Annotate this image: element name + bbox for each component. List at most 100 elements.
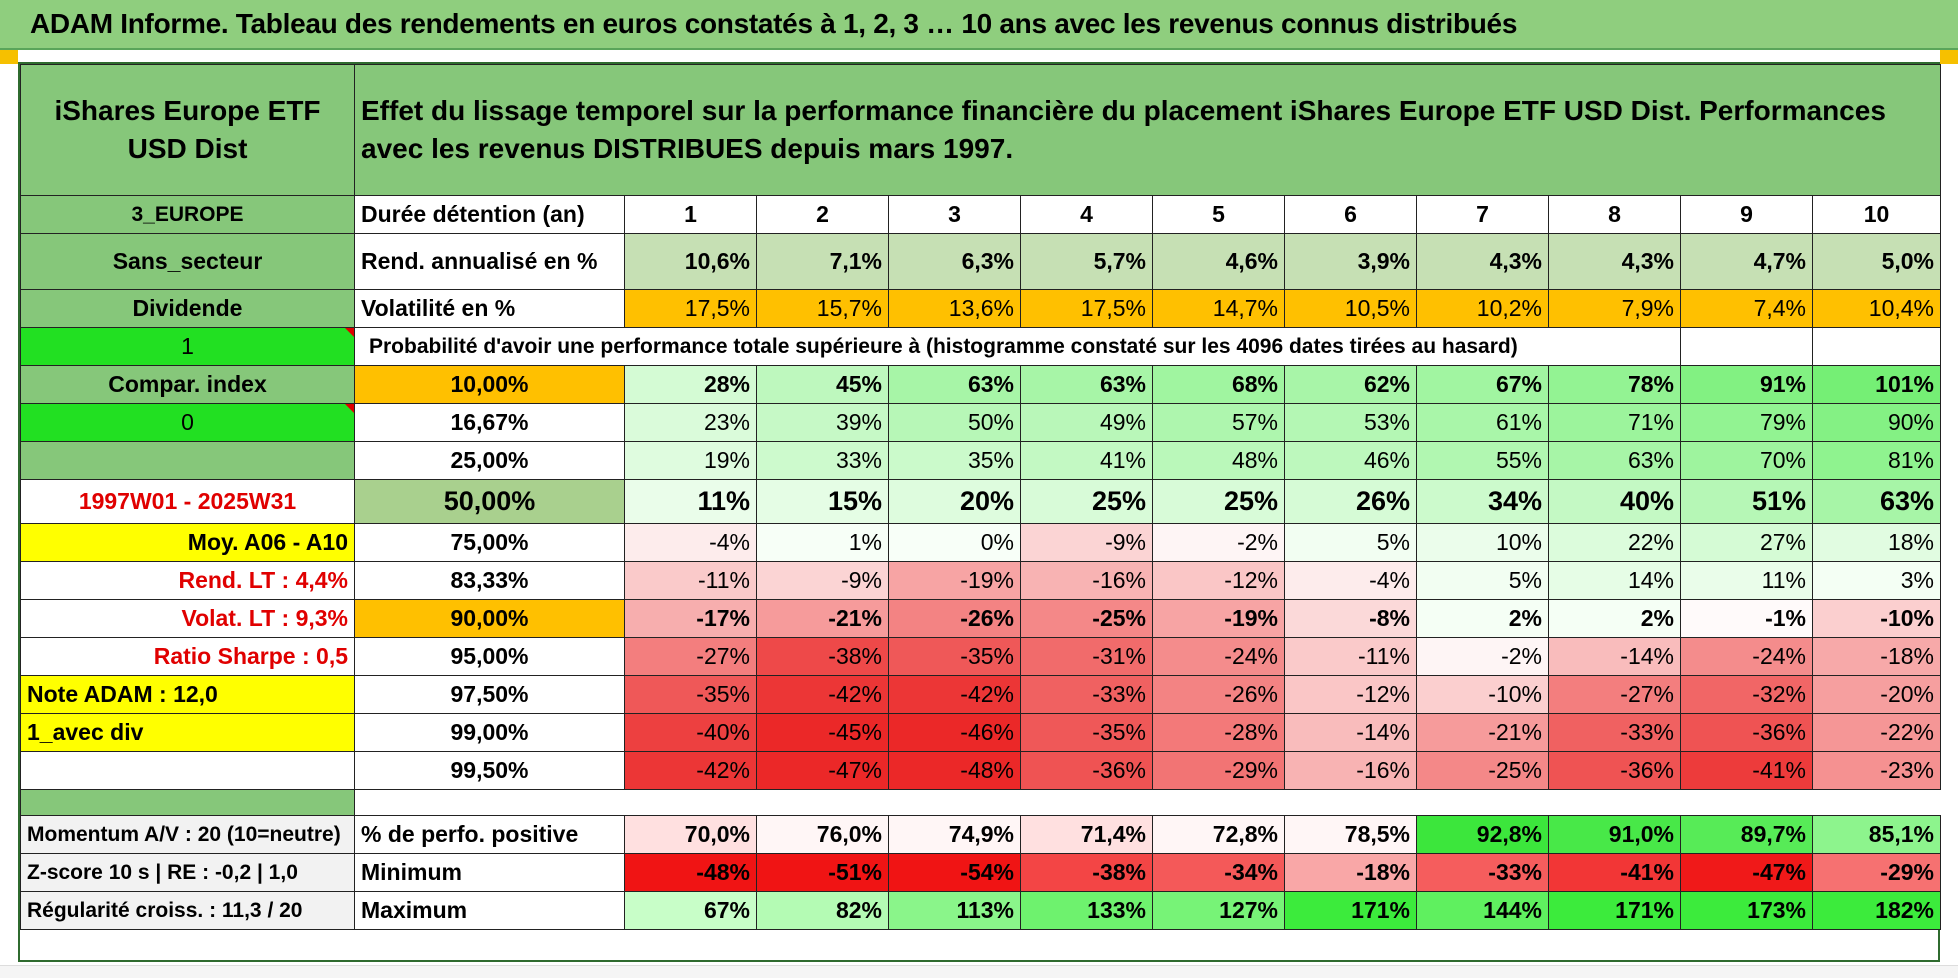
quantile-value: -10% [1812, 599, 1941, 638]
quantile-value: -38% [756, 637, 889, 676]
quantile-value: 33% [756, 441, 889, 480]
positive-performance-value: 74,9% [888, 815, 1021, 854]
momentum-cell: Momentum A/V : 20 (10=neutre) [20, 815, 355, 854]
minimum-value: -41% [1548, 853, 1681, 892]
volatility-value: 10,5% [1284, 289, 1417, 328]
year-header-cell: 8 [1548, 195, 1681, 234]
maximum-value: 182% [1812, 891, 1941, 930]
quantile-label: 10,00% [354, 365, 625, 404]
quantile-row: Volat. LT : 9,3% 90,00% -17% -21% -26% -25% -… [20, 599, 1941, 638]
probability-label: Probabilité d'avoir une performance tota… [354, 327, 1681, 366]
quantile-value: 63% [1548, 441, 1681, 480]
quantile-value: -18% [1812, 637, 1941, 676]
annualized-return-value: 4,3% [1416, 233, 1549, 290]
quantile-value: -33% [1548, 713, 1681, 752]
volatility-value: 10,2% [1416, 289, 1549, 328]
quantile-value: -42% [624, 751, 757, 790]
quantile-value: 28% [624, 365, 757, 404]
positive-performance-label: % de perfo. positive [354, 815, 625, 854]
period-cell: 1997W01 - 2025W31 [20, 479, 355, 524]
quantile-value: 35% [888, 441, 1021, 480]
volatility-value: 13,6% [888, 289, 1021, 328]
spacer-cell [354, 789, 1941, 816]
volatility-value: 17,5% [624, 289, 757, 328]
volatility-value: 7,9% [1548, 289, 1681, 328]
empty-cell [1680, 327, 1813, 366]
header-row: iShares Europe ETF USD Dist Effet du lis… [20, 64, 1941, 196]
quantile-value: -4% [1284, 561, 1417, 600]
quantile-value: -11% [624, 561, 757, 600]
quantile-row: 99,50% -42% -47% -48% -36% -29% -16% -25% -36% -4… [20, 751, 1941, 790]
quantile-value: -9% [1020, 523, 1153, 562]
title-bar: ADAM Informe. Tableau des rendements en … [0, 0, 1958, 50]
quantile-value: -11% [1284, 637, 1417, 676]
quantile-value: -42% [888, 675, 1021, 714]
quantile-row: Compar. index 10,00% 28% 45% 63% 63% 68% 62% 67… [20, 365, 1941, 404]
quantile-value: -35% [1020, 713, 1153, 752]
quantile-value: 41% [1020, 441, 1153, 480]
quantile-value: 5% [1284, 523, 1417, 562]
quantile-value: -23% [1812, 751, 1941, 790]
quantile-value: -36% [1548, 751, 1681, 790]
quantile-value: -27% [624, 637, 757, 676]
minimum-row: Z-score 10 s | RE : -0,2 | 1,0 Minimum -… [20, 853, 1941, 892]
year-header-cell: 1 [624, 195, 757, 234]
annualized-return-value: 6,3% [888, 233, 1021, 290]
quantile-value: 62% [1284, 365, 1417, 404]
quantile-value: -1% [1680, 599, 1813, 638]
quantile-label: 50,00% [354, 479, 625, 524]
minimum-value: -54% [888, 853, 1021, 892]
quantile-value: 11% [624, 479, 757, 524]
quantile-value: 5% [1416, 561, 1549, 600]
maximum-value: 144% [1416, 891, 1549, 930]
volatility-row: Dividende Volatilité en % 17,5% 15,7% 13,6… [20, 289, 1941, 328]
quantile-value: -20% [1812, 675, 1941, 714]
quantile-value: -35% [624, 675, 757, 714]
minimum-label: Minimum [354, 853, 625, 892]
quantile-value: 67% [1416, 365, 1549, 404]
quantile-value: -27% [1548, 675, 1681, 714]
quantile-label: 83,33% [354, 561, 625, 600]
quantile-value: -17% [624, 599, 757, 638]
quantile-label: 97,50% [354, 675, 625, 714]
duration-label: Durée détention (an) [354, 195, 625, 234]
quantile-value: 22% [1548, 523, 1681, 562]
adam-note-cell: Note ADAM : 12,0 [20, 675, 355, 714]
quantile-value: 2% [1548, 599, 1681, 638]
corner-marker-left [0, 50, 18, 64]
quantile-value: -4% [624, 523, 757, 562]
flag-one-cell: 1 [20, 327, 355, 366]
minimum-value: -48% [624, 853, 757, 892]
empty-cell [1812, 327, 1941, 366]
quantile-value: 3% [1812, 561, 1941, 600]
quantile-value: -33% [1020, 675, 1153, 714]
annualized-return-value: 4,3% [1548, 233, 1681, 290]
spacer-row [20, 789, 1941, 816]
quantile-row: Moy. A06 - A10 75,00% -4% 1% 0% -9% -2% 5% 10% 2… [20, 523, 1941, 562]
volatility-value: 15,7% [756, 289, 889, 328]
positive-performance-value: 72,8% [1152, 815, 1285, 854]
probability-header-row: 1 Probabilité d'avoir une performance to… [20, 327, 1941, 366]
quantile-value: 48% [1152, 441, 1285, 480]
quantile-value: -16% [1284, 751, 1417, 790]
positive-performance-value: 71,4% [1020, 815, 1153, 854]
quantile-value: -25% [1020, 599, 1153, 638]
year-header-cell: 3 [888, 195, 1021, 234]
quantile-label: 16,67% [354, 403, 625, 442]
quantile-row: 1_avec div 99,00% -40% -45% -46% -35% -28% -14… [20, 713, 1941, 752]
with-dividend-cell: 1_avec div [20, 713, 355, 752]
quantile-value: 57% [1152, 403, 1285, 442]
volatility-value: 10,4% [1812, 289, 1941, 328]
minimum-value: -38% [1020, 853, 1153, 892]
positive-performance-value: 70,0% [624, 815, 757, 854]
quantile-value: 71% [1548, 403, 1681, 442]
maximum-value: 127% [1152, 891, 1285, 930]
quantile-value: 49% [1020, 403, 1153, 442]
annualized-return-value: 10,6% [624, 233, 757, 290]
quantile-value: -21% [1416, 713, 1549, 752]
quantile-value: -19% [1152, 599, 1285, 638]
positive-performance-row: Momentum A/V : 20 (10=neutre) % de perfo… [20, 815, 1941, 854]
quantile-value: 0% [888, 523, 1021, 562]
quantile-value: -24% [1152, 637, 1285, 676]
